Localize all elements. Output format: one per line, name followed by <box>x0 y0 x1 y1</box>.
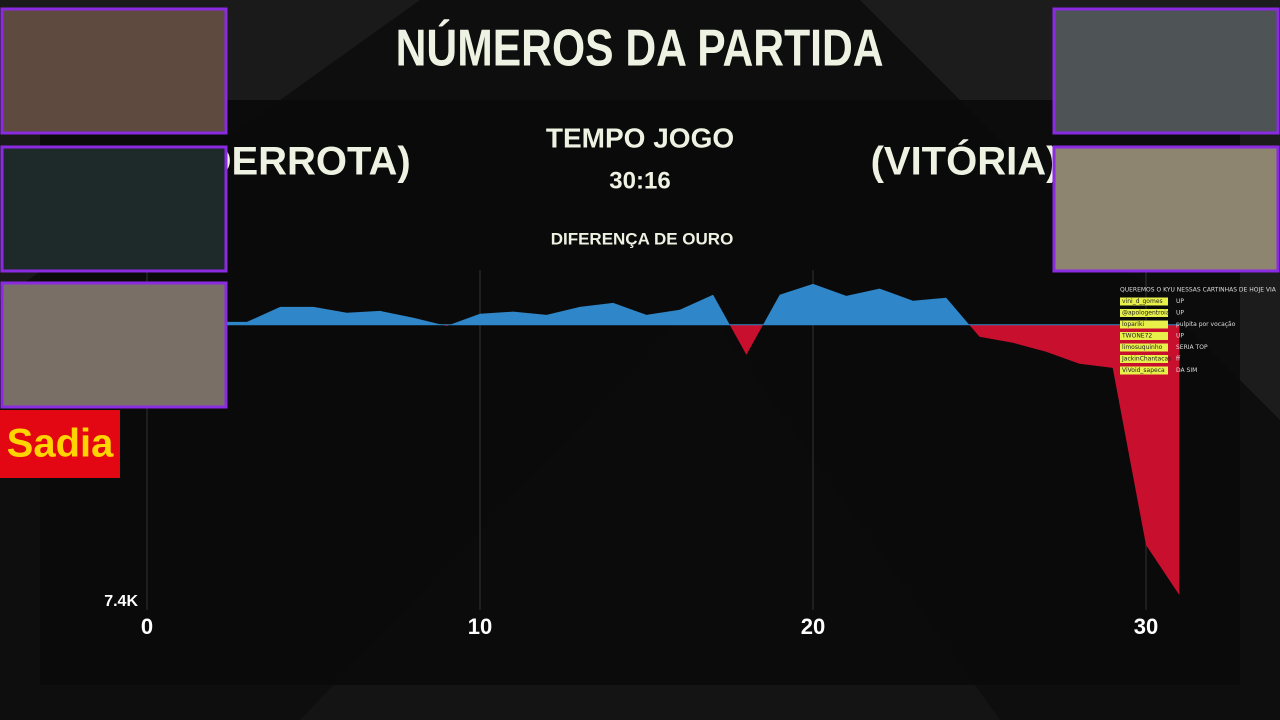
x-tick-label: 0 <box>141 614 153 639</box>
chart-title: DIFERENÇA DE OURO <box>551 229 734 248</box>
chat-user: lopariki <box>1122 321 1144 328</box>
chat-user: limosuquinho <box>1122 344 1163 351</box>
y-tick-label: 7.4K <box>104 593 138 610</box>
webcam <box>1052 7 1280 135</box>
x-tick-label: 10 <box>468 614 492 639</box>
page-title: NÚMEROS DA PARTIDA <box>396 18 884 78</box>
plot: 0 10 20 30 7.4K <box>104 270 1180 639</box>
x-tick-label: 20 <box>801 614 825 639</box>
chat-user: JackinChantacas <box>1121 356 1171 363</box>
area-negative <box>443 325 1180 595</box>
chat-user-badge <box>1120 355 1168 363</box>
chat-user-badge <box>1120 366 1168 375</box>
chat-message: SERIA TOP <box>1176 344 1208 351</box>
sponsor-logo <box>0 410 120 478</box>
chat-user: ViVoid_sapeca <box>1122 367 1165 374</box>
x-tick-label: 30 <box>1134 614 1158 639</box>
chat-user: TWONE72 <box>1121 333 1152 340</box>
panel <box>40 100 1240 685</box>
webcam <box>0 7 228 135</box>
area-positive <box>226 283 1180 325</box>
chat-user-badge <box>1120 320 1168 329</box>
chat-message: UP <box>1176 298 1184 305</box>
chat-message: QUEREMOS O KYU NESSAS CARTINHAS DE HOJE … <box>1120 287 1277 294</box>
chat-user-badge <box>1120 343 1168 352</box>
sponsor-name: Sadia <box>7 422 114 466</box>
webcam <box>0 281 228 409</box>
right-result: (VITÓRIA) <box>871 138 1060 184</box>
time-label: TEMPO JOGO <box>546 122 734 153</box>
chat-user-badge <box>1120 309 1168 317</box>
time-value: 30:16 <box>609 167 670 194</box>
chat-message: UP <box>1176 310 1184 317</box>
chat-user-badge <box>1120 297 1168 306</box>
webcam <box>1052 145 1280 273</box>
chat-message: UP <box>1176 333 1184 340</box>
chat-user: vini_d_gomes <box>1122 298 1163 305</box>
chat-message: ff <box>1176 356 1181 363</box>
chat: QUEREMOS O KYU NESSAS CARTINHAS DE HOJE … <box>1120 287 1277 375</box>
chat-user-badge <box>1120 332 1168 340</box>
chat-message: pulpita por vocação <box>1176 321 1236 328</box>
webcam <box>0 145 228 273</box>
chat-user: @apologentroia <box>1122 310 1170 317</box>
chat-message: DA SIM <box>1176 367 1197 374</box>
